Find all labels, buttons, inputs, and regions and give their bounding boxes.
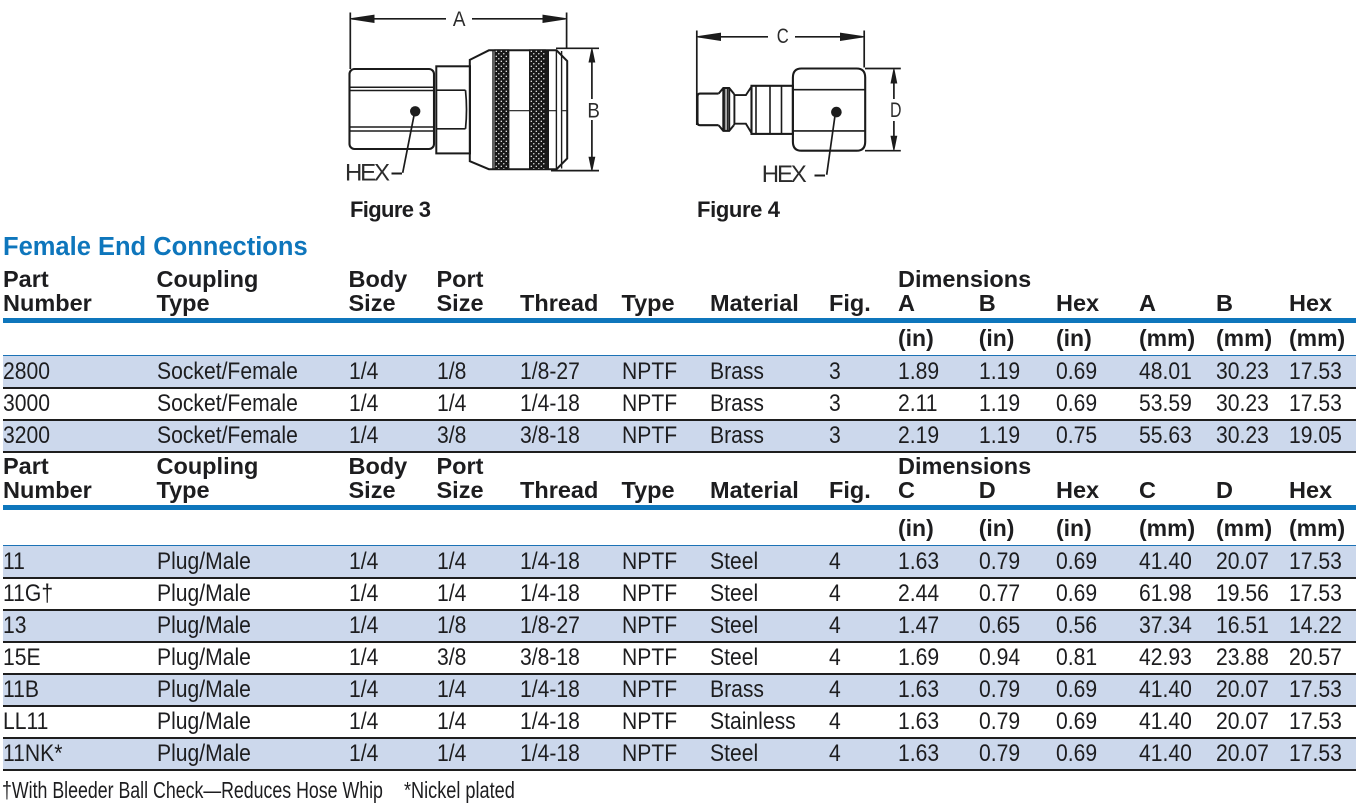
svg-text:B: B (587, 99, 600, 122)
svg-text:Figure 4: Figure 4 (697, 197, 781, 222)
svg-text:HEX: HEX (762, 161, 807, 188)
svg-text:C: C (777, 25, 789, 48)
svg-text:A: A (453, 8, 466, 31)
svg-text:D: D (890, 99, 902, 122)
svg-text:HEX: HEX (345, 159, 390, 186)
svg-text:Figure 3: Figure 3 (350, 197, 431, 222)
